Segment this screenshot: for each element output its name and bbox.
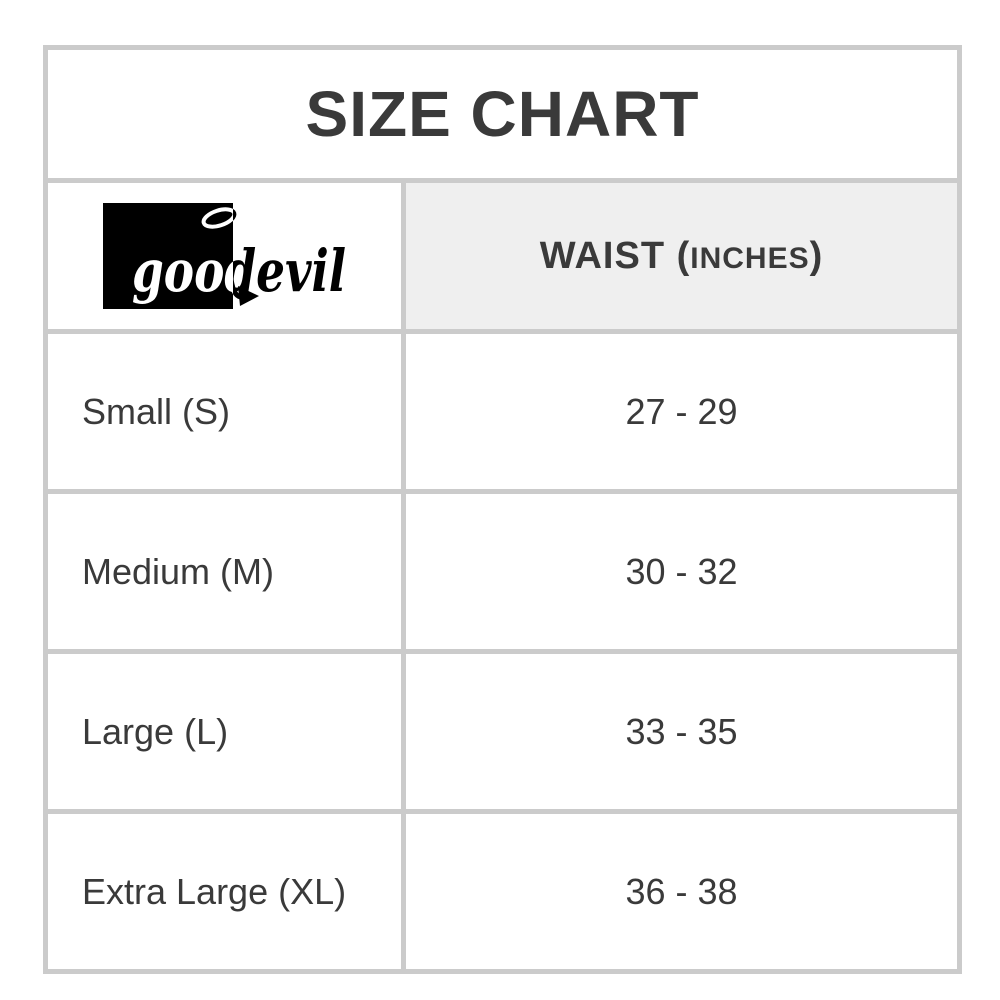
size-label: Extra Large (XL) bbox=[43, 809, 406, 974]
waist-header-cell: WAIST (INCHES) bbox=[401, 178, 962, 334]
logo-wordmark: goodevil bbox=[132, 237, 346, 305]
waist-header-label: WAIST ( bbox=[539, 234, 691, 277]
title-row: SIZE CHART bbox=[43, 45, 962, 183]
brand-logo-cell: goodevil goodevil bbox=[43, 178, 406, 334]
goodevil-logo-icon: goodevil goodevil bbox=[103, 203, 346, 309]
header-row: goodevil goodevil WAIST (INCHES) bbox=[43, 178, 962, 334]
waist-value: 30 - 32 bbox=[401, 489, 962, 654]
size-label: Medium (M) bbox=[43, 489, 406, 654]
devil-tail-icon-inner bbox=[228, 278, 233, 295]
table-row-extra-large: Extra Large (XL) 36 - 38 bbox=[43, 809, 962, 974]
table-row-small: Small (S) 27 - 29 bbox=[43, 329, 962, 494]
waist-header-close-paren: ) bbox=[809, 234, 824, 277]
page-title: SIZE CHART bbox=[43, 45, 962, 183]
table-row-large: Large (L) 33 - 35 bbox=[43, 649, 962, 814]
waist-value: 36 - 38 bbox=[401, 809, 962, 974]
table-row-medium: Medium (M) 30 - 32 bbox=[43, 489, 962, 654]
size-label: Small (S) bbox=[43, 329, 406, 494]
devil-arrowhead-icon bbox=[238, 286, 259, 306]
size-chart-table: SIZE CHART goodevil bbox=[43, 45, 962, 974]
halo-icon-inner bbox=[201, 207, 233, 229]
waist-value: 27 - 29 bbox=[401, 329, 962, 494]
waist-header-unit: INCHES bbox=[690, 241, 810, 275]
logo-wordmark-inner: goodevil bbox=[132, 237, 346, 305]
waist-value: 33 - 35 bbox=[401, 649, 962, 814]
logo-black-box bbox=[103, 203, 233, 309]
size-label: Large (L) bbox=[43, 649, 406, 814]
